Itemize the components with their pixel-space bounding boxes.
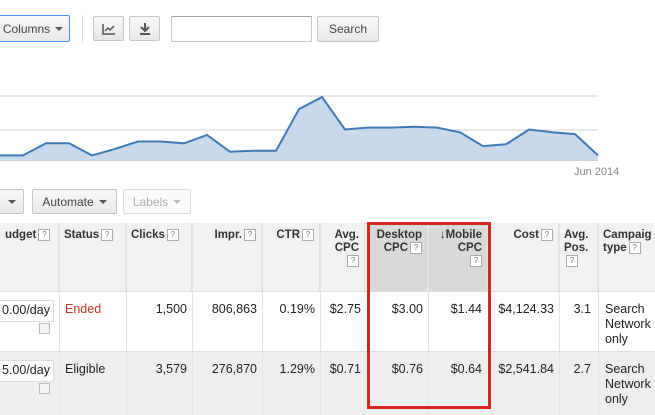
labels-button[interactable]: Labels: [123, 189, 191, 214]
col-header-clicks[interactable]: Clicks?: [126, 223, 192, 291]
column-divider: [559, 223, 560, 415]
cost-value: $2,541.84: [498, 362, 554, 376]
column-divider: [126, 223, 127, 415]
col-header-impr[interactable]: Impr.?: [192, 223, 262, 291]
campaign-type-value: Search Network only: [605, 362, 651, 406]
edit-icon[interactable]: [39, 383, 50, 394]
search-button[interactable]: Search: [317, 16, 379, 42]
toggle-graph-button[interactable]: [93, 16, 124, 41]
col-header-budget[interactable]: udget?: [0, 223, 59, 291]
highlight-box: [367, 222, 491, 409]
toolbar-divider: [82, 15, 83, 42]
automate-label: Automate: [42, 194, 94, 209]
table-row: 5.00/day Eligible 3,579 276,870 1.29% $0…: [0, 351, 655, 415]
column-divider: [320, 223, 321, 415]
desktop-cpc-value: $0.76: [391, 362, 423, 376]
desktop-cpc-value: $3.00: [391, 302, 423, 316]
search-button-label: Search: [328, 22, 368, 36]
help-icon[interactable]: ?: [470, 255, 482, 267]
ctr-value: 0.19%: [279, 302, 315, 316]
col-header-avg-pos[interactable]: Avg. Pos. ?: [559, 223, 598, 291]
column-divider: [192, 223, 193, 415]
help-icon[interactable]: ?: [38, 229, 51, 241]
ctr-value: 1.29%: [279, 362, 315, 376]
cost-value: $4,124.33: [498, 302, 554, 316]
avg-pos-value: 2.7: [573, 362, 591, 376]
col-header-desktop-cpc[interactable]: Desktop CPC?: [369, 223, 428, 291]
help-icon[interactable]: ?: [166, 229, 179, 241]
chart-line: [0, 95, 599, 157]
search-input[interactable]: [171, 16, 312, 42]
chevron-down-icon: [98, 199, 107, 204]
status-text: Eligible: [65, 362, 106, 376]
avg-cpc-value: $2.75: [329, 302, 361, 316]
col-header-cost[interactable]: Cost?: [491, 223, 559, 291]
avg-cpc-value: $0.71: [329, 362, 361, 376]
chart-x-label: Jun 2014: [574, 166, 620, 178]
table-row: 0.00/day Ended 1,500 806,863 0.19% $2.75…: [0, 291, 655, 351]
download-icon: [139, 23, 150, 35]
sort-arrow-icon: ↓: [439, 229, 446, 241]
help-icon[interactable]: ?: [302, 229, 314, 241]
budget-cell[interactable]: 5.00/day: [0, 360, 54, 382]
clicks-value: 3,579: [155, 362, 187, 376]
chevron-down-icon: [8, 199, 16, 204]
chart-area: [0, 97, 598, 160]
impr-value: 276,870: [211, 362, 257, 376]
column-divider: [598, 223, 599, 415]
edit-dropdown-button[interactable]: [0, 189, 24, 214]
edit-icon[interactable]: [39, 323, 50, 334]
budget-cell[interactable]: 0.00/day: [0, 300, 54, 322]
columns-label: Columns: [2, 21, 51, 36]
automate-button[interactable]: Automate: [32, 189, 117, 214]
col-header-mobile-cpc[interactable]: ↓Mobile CPC ?: [428, 223, 488, 291]
chevron-down-icon: [173, 199, 182, 204]
help-icon[interactable]: ?: [244, 229, 256, 241]
line-chart-icon: [101, 23, 115, 35]
labels-label: Labels: [132, 194, 169, 209]
avg-pos-value: 3.1: [573, 302, 591, 316]
campaign-type-value: Search Network only: [605, 302, 651, 346]
download-button[interactable]: [129, 16, 160, 41]
chevron-down-icon: [55, 26, 64, 31]
col-header-status[interactable]: Status?: [59, 223, 126, 291]
clicks-value: 1,500: [155, 302, 187, 316]
help-icon[interactable]: ?: [101, 229, 114, 241]
help-icon[interactable]: ?: [347, 255, 359, 267]
help-icon[interactable]: ?: [628, 242, 641, 254]
column-divider: [262, 223, 263, 415]
impr-value: 806,863: [211, 302, 257, 316]
mobile-cpc-value: $1.44: [450, 302, 482, 316]
help-icon[interactable]: ?: [541, 229, 553, 241]
performance-chart: [0, 95, 599, 161]
col-header-avg-cpc[interactable]: Avg. CPC ?: [320, 223, 365, 291]
help-icon[interactable]: ?: [410, 242, 422, 254]
col-header-ctr[interactable]: CTR?: [262, 223, 320, 291]
help-icon[interactable]: ?: [566, 255, 578, 267]
columns-button[interactable]: Columns: [0, 15, 70, 42]
column-divider: [428, 223, 429, 415]
col-header-campaign-type[interactable]: Campaig type?: [598, 223, 655, 291]
column-divider: [59, 223, 60, 415]
status-text: Ended: [65, 302, 102, 316]
mobile-cpc-value: $0.64: [450, 362, 482, 376]
